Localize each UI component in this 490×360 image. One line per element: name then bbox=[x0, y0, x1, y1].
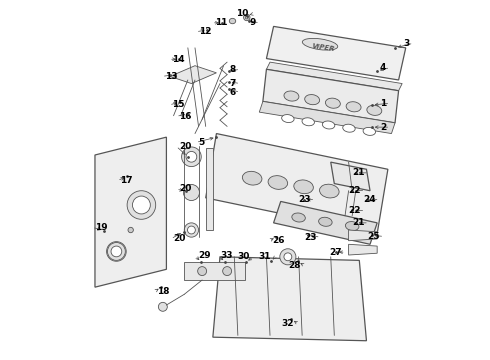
Text: 14: 14 bbox=[172, 55, 184, 64]
Polygon shape bbox=[170, 66, 217, 84]
Text: 33: 33 bbox=[220, 251, 233, 260]
Ellipse shape bbox=[325, 98, 341, 108]
Text: 5: 5 bbox=[198, 138, 205, 147]
Ellipse shape bbox=[302, 39, 338, 50]
Text: 31: 31 bbox=[259, 252, 271, 261]
Ellipse shape bbox=[363, 127, 375, 135]
Text: 20: 20 bbox=[179, 141, 191, 150]
Ellipse shape bbox=[292, 213, 305, 222]
Ellipse shape bbox=[186, 152, 197, 162]
Ellipse shape bbox=[184, 223, 198, 237]
Text: 22: 22 bbox=[348, 206, 361, 215]
Polygon shape bbox=[348, 244, 377, 255]
Text: 3: 3 bbox=[403, 39, 409, 48]
Text: 19: 19 bbox=[95, 222, 108, 231]
Text: 18: 18 bbox=[157, 287, 170, 296]
Text: 10: 10 bbox=[236, 9, 248, 18]
Ellipse shape bbox=[245, 16, 248, 19]
Text: 29: 29 bbox=[198, 251, 211, 260]
Ellipse shape bbox=[182, 147, 201, 167]
Ellipse shape bbox=[127, 191, 156, 219]
Text: 24: 24 bbox=[363, 195, 375, 204]
Polygon shape bbox=[273, 202, 377, 244]
Text: 4: 4 bbox=[380, 63, 386, 72]
Ellipse shape bbox=[229, 18, 236, 24]
Polygon shape bbox=[206, 148, 213, 230]
Ellipse shape bbox=[322, 121, 335, 129]
Text: 22: 22 bbox=[348, 185, 361, 194]
Ellipse shape bbox=[222, 267, 232, 275]
Text: VIPER: VIPER bbox=[312, 43, 336, 53]
Ellipse shape bbox=[284, 91, 299, 101]
Text: 8: 8 bbox=[230, 65, 236, 74]
Text: 11: 11 bbox=[215, 18, 227, 27]
Ellipse shape bbox=[183, 184, 199, 201]
Ellipse shape bbox=[111, 246, 122, 257]
Polygon shape bbox=[263, 69, 398, 123]
Polygon shape bbox=[184, 262, 245, 280]
Polygon shape bbox=[206, 134, 388, 234]
Polygon shape bbox=[267, 26, 406, 80]
Ellipse shape bbox=[284, 253, 292, 261]
Ellipse shape bbox=[280, 249, 296, 265]
Ellipse shape bbox=[268, 176, 288, 189]
Ellipse shape bbox=[188, 226, 196, 234]
Ellipse shape bbox=[282, 114, 294, 122]
Text: 12: 12 bbox=[198, 27, 211, 36]
Polygon shape bbox=[95, 137, 167, 287]
Text: 26: 26 bbox=[272, 236, 284, 245]
Text: 21: 21 bbox=[352, 168, 365, 177]
Ellipse shape bbox=[132, 196, 150, 214]
Ellipse shape bbox=[244, 14, 250, 21]
Polygon shape bbox=[213, 257, 367, 341]
Ellipse shape bbox=[318, 217, 332, 226]
Ellipse shape bbox=[343, 124, 355, 132]
Ellipse shape bbox=[128, 227, 133, 233]
Ellipse shape bbox=[158, 302, 167, 311]
Ellipse shape bbox=[107, 243, 125, 260]
Text: 30: 30 bbox=[237, 252, 249, 261]
Text: 32: 32 bbox=[282, 319, 294, 328]
Text: 17: 17 bbox=[120, 176, 133, 185]
Polygon shape bbox=[267, 62, 402, 91]
Text: 20: 20 bbox=[179, 184, 191, 193]
Text: 6: 6 bbox=[230, 88, 236, 97]
Text: 7: 7 bbox=[230, 79, 236, 88]
Polygon shape bbox=[348, 230, 377, 241]
Ellipse shape bbox=[305, 95, 319, 105]
Ellipse shape bbox=[243, 171, 262, 185]
Text: 28: 28 bbox=[288, 261, 300, 270]
Text: 25: 25 bbox=[368, 232, 380, 241]
Polygon shape bbox=[331, 162, 370, 191]
Text: 2: 2 bbox=[380, 123, 386, 132]
Ellipse shape bbox=[346, 102, 361, 112]
Text: 23: 23 bbox=[304, 233, 317, 242]
Ellipse shape bbox=[294, 180, 314, 194]
Polygon shape bbox=[259, 102, 395, 134]
Ellipse shape bbox=[345, 221, 359, 231]
Text: 23: 23 bbox=[298, 195, 311, 204]
Text: 27: 27 bbox=[329, 248, 342, 257]
Ellipse shape bbox=[319, 184, 339, 198]
Ellipse shape bbox=[197, 267, 207, 275]
Text: 15: 15 bbox=[172, 100, 184, 109]
Ellipse shape bbox=[302, 118, 315, 126]
Text: 16: 16 bbox=[179, 112, 192, 121]
Text: 1: 1 bbox=[380, 99, 386, 108]
Text: 9: 9 bbox=[249, 18, 256, 27]
Text: 13: 13 bbox=[165, 72, 177, 81]
Text: 20: 20 bbox=[173, 234, 186, 243]
Text: 21: 21 bbox=[352, 219, 365, 228]
Ellipse shape bbox=[367, 105, 382, 116]
